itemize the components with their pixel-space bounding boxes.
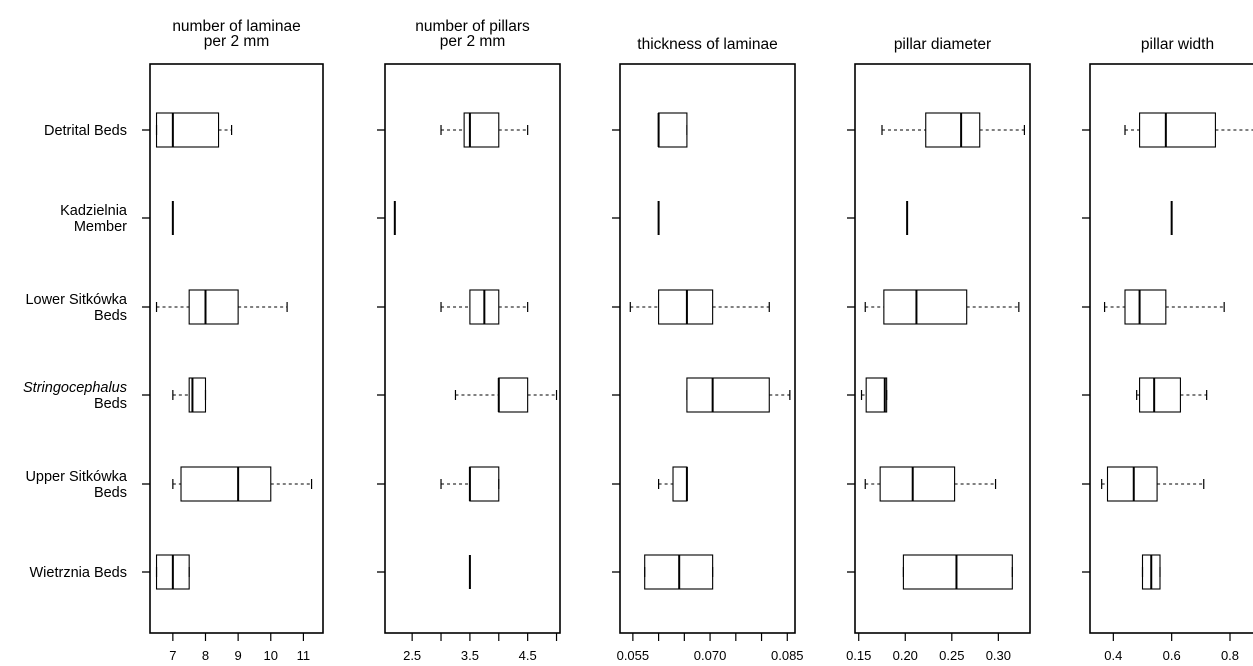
box-3	[629, 289, 770, 325]
panel-title: number of laminae	[172, 18, 300, 35]
box-4	[454, 377, 558, 413]
category-label: Beds	[94, 396, 127, 412]
iqr-box	[1106, 466, 1158, 502]
iqr-box	[1124, 289, 1167, 325]
box-1	[881, 112, 1026, 148]
category-label: Detrital Beds	[44, 123, 127, 139]
panel-title: pillar width	[1141, 36, 1214, 53]
panel: thickness of laminae 0.055 0.070 0.085	[612, 36, 804, 663]
iqr-box	[658, 112, 688, 148]
box-1	[440, 112, 529, 148]
iqr-box	[658, 289, 714, 325]
iqr-box	[1139, 377, 1181, 413]
category-label: Beds	[94, 308, 127, 324]
box-3	[440, 289, 529, 325]
panel: pillar diameter 0.15 0.20 0.25 0.30	[846, 36, 1031, 663]
category-label: Kadzielnia	[60, 203, 128, 219]
iqr-box	[865, 377, 888, 413]
x-tick-label: 0.6	[1163, 648, 1181, 663]
iqr-box	[180, 466, 272, 502]
iqr-box	[879, 466, 956, 502]
panel-title: number of pillars	[415, 18, 530, 35]
box-5	[440, 466, 500, 502]
iqr-box	[469, 466, 500, 502]
x-tick-label: 3.5	[461, 648, 479, 663]
panel-frame	[1089, 63, 1253, 634]
x-tick-label: 11	[297, 648, 311, 663]
category-label: Beds	[94, 485, 127, 501]
x-tick-label: 2.5	[403, 648, 421, 663]
x-tick-label: 0.20	[893, 648, 918, 663]
box-4	[172, 377, 207, 413]
box-5	[864, 466, 997, 502]
x-tick-label: 9	[235, 648, 242, 663]
category-label: Upper Sitkówka	[25, 469, 127, 485]
panel-frame	[149, 63, 324, 634]
x-tick-label: 8	[202, 648, 209, 663]
iqr-box	[1139, 112, 1216, 148]
iqr-box	[902, 554, 1013, 590]
x-tick-label: 0.25	[939, 648, 964, 663]
iqr-box	[188, 289, 239, 325]
box-1	[155, 112, 233, 148]
panel-frame	[854, 63, 1031, 634]
box-5	[1101, 466, 1205, 502]
category-label: Wietrznia Beds	[29, 565, 127, 581]
box-5	[658, 466, 688, 502]
box-3	[864, 289, 1020, 325]
panel-frame	[384, 63, 561, 634]
x-tick-label: 0.15	[846, 648, 871, 663]
x-tick-label: 0.8	[1221, 648, 1239, 663]
box-6	[644, 554, 714, 590]
iqr-box	[672, 466, 688, 502]
iqr-box	[883, 289, 968, 325]
box-4	[1136, 377, 1208, 413]
iqr-box	[686, 377, 770, 413]
iqr-box	[188, 377, 207, 413]
iqr-box	[155, 112, 220, 148]
box-6	[155, 554, 190, 590]
panel-frame	[619, 63, 796, 634]
x-tick-label: 4.5	[519, 648, 537, 663]
box-5	[172, 466, 313, 502]
iqr-box	[463, 112, 500, 148]
panel-title: per 2 mm	[440, 33, 505, 50]
category-label: Lower Sitkówka	[25, 292, 127, 308]
box-3	[155, 289, 288, 325]
panel-title: thickness of laminae	[637, 36, 777, 53]
box-6	[1141, 554, 1161, 590]
box-3	[1103, 289, 1225, 325]
panel-title: per 2 mm	[204, 33, 269, 50]
box-4	[686, 377, 791, 413]
x-tick-label: 0.070	[694, 648, 727, 663]
box-4	[860, 377, 888, 413]
iqr-box	[498, 377, 529, 413]
x-tick-label: 7	[169, 648, 176, 663]
box-1	[1124, 112, 1253, 148]
iqr-box	[925, 112, 981, 148]
x-tick-label: 0.085	[771, 648, 804, 663]
x-tick-label: 0.4	[1104, 648, 1122, 663]
box-1	[657, 112, 688, 148]
category-label: Member	[74, 219, 127, 235]
category-label: Stringocephalus	[23, 380, 127, 396]
panel-title: pillar diameter	[894, 36, 991, 53]
x-tick-label: 10	[264, 648, 278, 663]
panel: pillar width 0.4 0.6 0.8	[1082, 36, 1253, 663]
box-6	[902, 554, 1013, 590]
x-tick-label: 0.055	[617, 648, 650, 663]
x-tick-label: 0.30	[986, 648, 1011, 663]
